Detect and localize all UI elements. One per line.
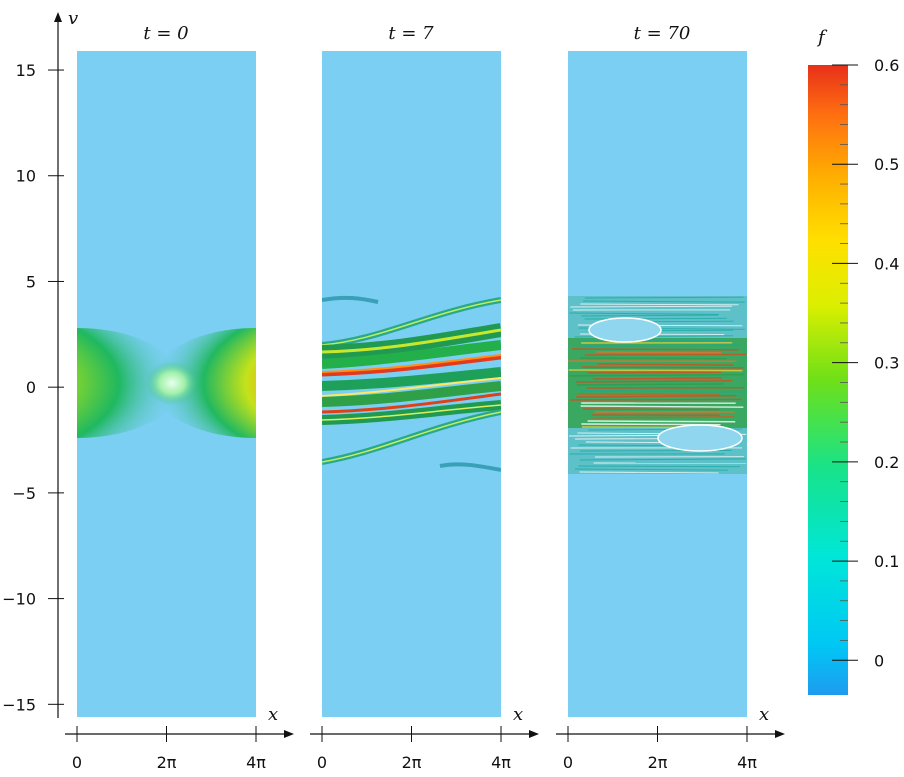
x-tick-label: 4π [246, 753, 266, 772]
panel-t0: t = 0 [77, 23, 256, 717]
heat-blob-left [77, 328, 182, 438]
colorbar-tick-label: 0 [874, 651, 884, 670]
x-tick-label: 4π [491, 753, 511, 772]
stripe [587, 420, 736, 423]
panel-title-t70: t = 70 [634, 23, 691, 44]
stripe [570, 305, 733, 308]
panel-t70: t = 70 [568, 23, 747, 717]
stripe [581, 314, 719, 317]
x-axis-label: x [513, 704, 523, 725]
y-tick-label: −15 [2, 695, 36, 714]
stripe [595, 351, 722, 354]
x-axes: x 0 2π 4π x 0 2π 4π x 0 2π 4π [65, 704, 785, 772]
y-tick-label: 5 [26, 272, 36, 291]
vortex-lower [657, 424, 743, 452]
x-axis-panel-2: x 0 2π 4π [556, 704, 785, 772]
y-ticks: 15 10 5 0 −5 −10 −15 [2, 61, 64, 714]
panel-title-t0: t = 0 [143, 23, 188, 44]
colorbar-tick-label: 0.1 [874, 552, 899, 571]
colorbar-tick-label: 0.3 [874, 354, 899, 373]
stripe [578, 393, 720, 396]
colorbar-tick-label: 0.5 [874, 155, 899, 174]
vortex-upper [588, 317, 662, 343]
heat-blob-center [146, 361, 198, 405]
stripe [576, 395, 737, 398]
y-tick-label: 15 [16, 61, 36, 80]
x-axis-panel-0: x 0 2π 4π [65, 704, 294, 772]
stripe [579, 458, 747, 461]
stripe [580, 303, 739, 306]
y-tick-label: 0 [26, 378, 36, 397]
stripe [581, 344, 740, 347]
colorbar-tick-label: 0.4 [874, 254, 899, 273]
x-tick-label: 2π [648, 753, 668, 772]
x-tick-label: 2π [157, 753, 177, 772]
stripe [584, 296, 744, 299]
stripe [580, 405, 744, 408]
x-axis-label: x [268, 704, 278, 725]
x-axis-label: x [759, 704, 769, 725]
y-tick-label: −10 [2, 590, 36, 609]
panel-title-t7: t = 7 [388, 23, 434, 44]
stripe [597, 363, 734, 366]
stripe [576, 379, 733, 383]
stripe [569, 312, 719, 315]
stripe [578, 465, 741, 468]
stripe [571, 348, 739, 351]
x-axis-panel-1: x 0 2π 4π [310, 704, 539, 772]
x-tick-label: 0 [317, 753, 327, 772]
stripe [582, 366, 744, 369]
colorbar-label: f [816, 27, 828, 48]
colorbar-tick-label: 0.2 [874, 453, 899, 472]
x-tick-label: 0 [72, 753, 82, 772]
x-tick-label: 2π [402, 753, 422, 772]
y-axis-label: v [68, 8, 78, 29]
stripe [592, 377, 722, 380]
y-axis: v 15 10 5 0 −5 −10 −15 [2, 8, 78, 718]
x-tick-label: 0 [563, 753, 573, 772]
x-tick-label: 4π [737, 753, 757, 772]
stripe [579, 471, 719, 474]
colorbar-ticks: 0.6 0.5 0.4 0.3 0.2 0.1 0 [832, 56, 899, 670]
stripe [568, 369, 743, 372]
stripe [582, 408, 720, 411]
stripe [592, 416, 734, 419]
stripe [576, 383, 724, 386]
stripe [570, 398, 742, 401]
filament-band [322, 295, 501, 472]
colorbar: f 0.6 0.5 0.4 0.3 0.2 0.1 0 [808, 27, 899, 695]
colorbar-tick-label: 0.6 [874, 56, 899, 75]
stripe [583, 300, 745, 303]
heat-blob-right [151, 328, 256, 438]
stripe [574, 468, 729, 471]
stripe [587, 371, 721, 374]
stripe [579, 357, 727, 360]
stripe [569, 373, 745, 377]
y-tick-label: −5 [12, 484, 36, 503]
stripe [580, 390, 747, 393]
y-tick-label: 10 [16, 167, 36, 186]
panel-t7: t = 7 [322, 23, 501, 717]
stripe [584, 353, 747, 356]
colorbar-gradient [808, 65, 848, 695]
